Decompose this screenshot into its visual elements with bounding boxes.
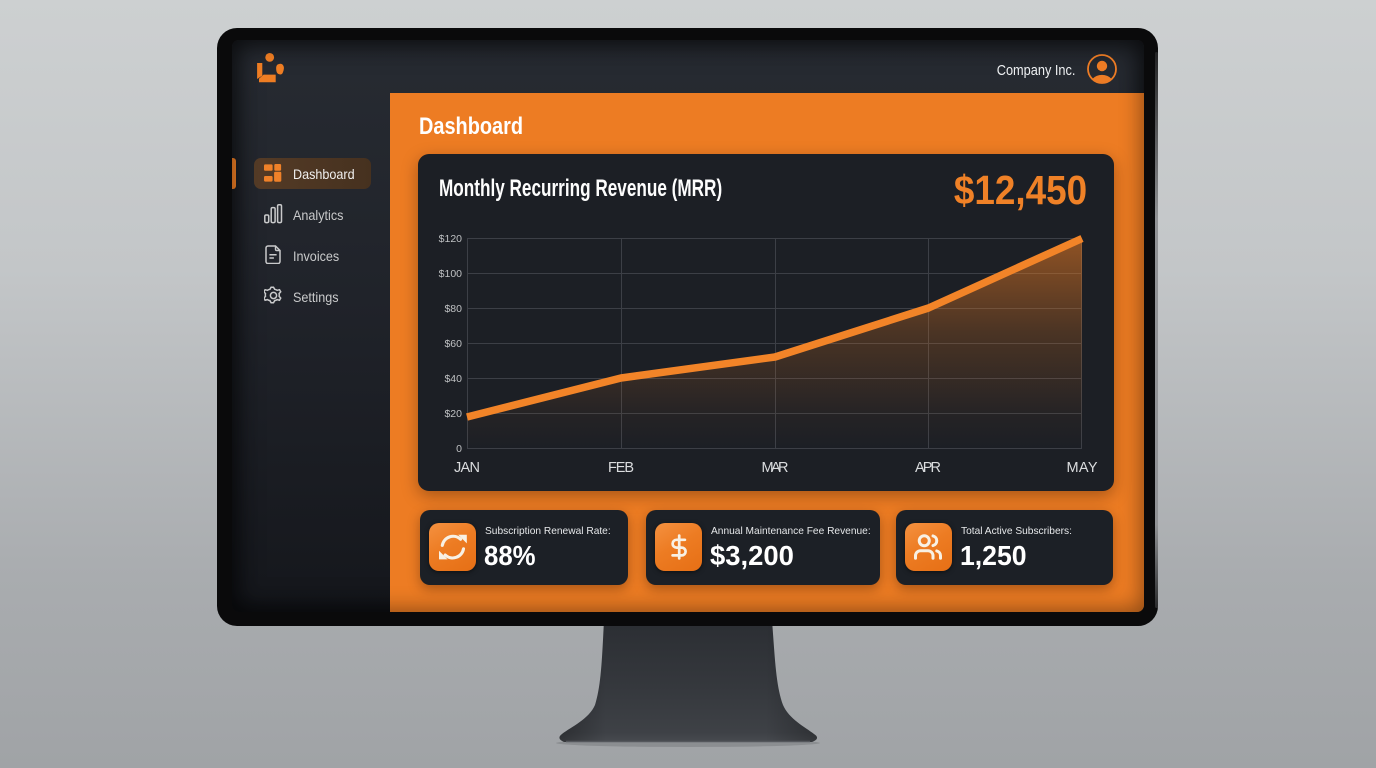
svg-text:$100: $100: [439, 268, 463, 280]
svg-text:$60: $60: [444, 338, 462, 350]
svg-text:JAN: JAN: [454, 460, 480, 476]
svg-text:$40: $40: [444, 373, 462, 385]
svg-text:0: 0: [456, 443, 462, 455]
svg-text:$120: $120: [439, 233, 463, 245]
svg-text:MAR: MAR: [762, 460, 789, 476]
svg-text:$80: $80: [444, 303, 462, 315]
svg-text:APR: APR: [915, 460, 941, 476]
svg-text:$20: $20: [444, 408, 462, 420]
svg-text:FEB: FEB: [608, 460, 634, 476]
svg-text:MAY: MAY: [1067, 460, 1098, 476]
